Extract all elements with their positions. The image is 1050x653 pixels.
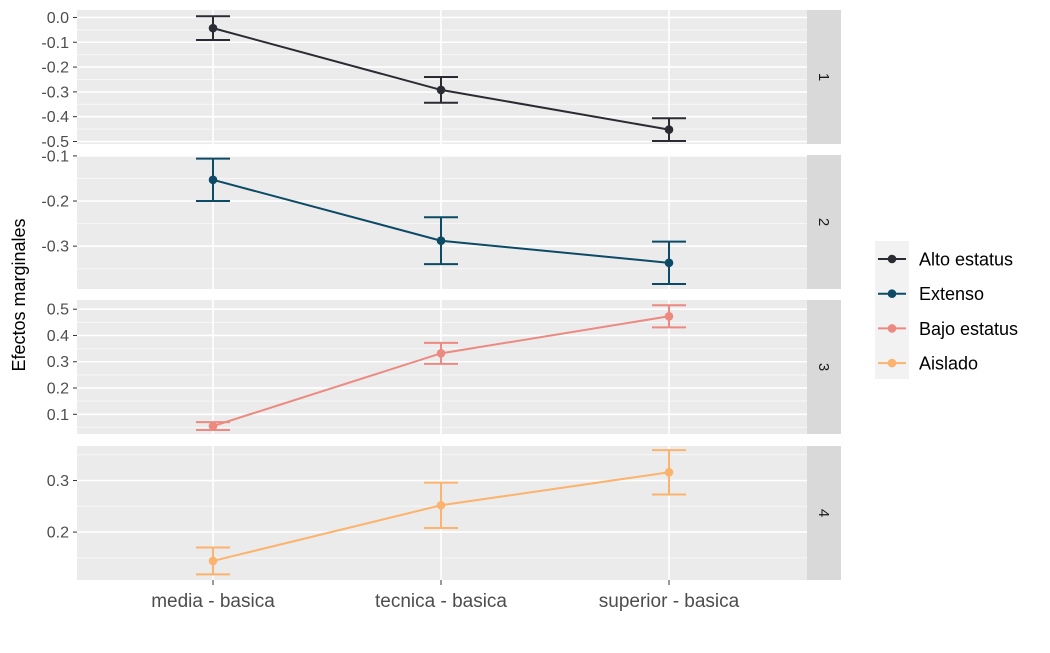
facet-panel-3: 0.1 0.2 0.3 0.4 0.5 3 [47, 300, 841, 434]
data-point [664, 311, 674, 321]
data-point [436, 500, 446, 510]
legend-entry-extenso: Extenso [878, 284, 984, 304]
data-point [664, 125, 674, 134]
legend-label: Aislado [919, 354, 978, 374]
facet-strip [807, 446, 841, 580]
legend-entry-bajo-estatus: Bajo estatus [878, 319, 1018, 339]
legend-key-point [887, 324, 897, 333]
facet-strip-label: 2 [815, 218, 832, 226]
y-tick-label: 0.2 [47, 525, 69, 542]
data-point [436, 236, 446, 246]
y-tick-label: 0.5 [47, 302, 69, 319]
y-tick-label: -0.2 [41, 60, 69, 77]
facet-strip [807, 10, 841, 144]
data-point [208, 421, 218, 431]
legend-label: Bajo estatus [919, 319, 1018, 339]
facet-strip-label: 4 [815, 509, 832, 517]
facet-strip-label: 3 [815, 363, 832, 371]
facet-strip-label: 1 [815, 73, 832, 81]
legend-label: Extenso [919, 284, 984, 304]
y-tick-label: 0.4 [47, 328, 69, 345]
y-tick-label: -0.4 [41, 109, 69, 126]
data-point [664, 467, 674, 477]
x-tick-label: tecnica - basica [375, 591, 507, 612]
data-point [208, 175, 218, 185]
y-tick-label: 0.3 [47, 473, 69, 490]
data-point [436, 349, 446, 358]
x-tick-label: media - basica [151, 591, 275, 612]
y-tick-label: -0.1 [41, 148, 69, 165]
data-point [208, 23, 218, 33]
y-tick-label: 0.1 [47, 407, 69, 424]
facet-panel-1: 0.0 -0.1 -0.2 -0.3 -0.4 -0.5 1 [41, 10, 841, 151]
y-axis-title: Efectos marginales [9, 218, 29, 371]
legend-key-background [875, 241, 909, 379]
y-tick-label: -0.3 [41, 84, 69, 101]
legend-entry-alto-estatus: Alto estatus [878, 250, 1013, 270]
facet-strip [807, 300, 841, 434]
y-tick-label: 0.0 [47, 10, 69, 27]
facet-panel-4: 0.2 0.3 4 [47, 446, 841, 580]
x-axis: media - basica tecnica - basica superior -… [151, 580, 740, 612]
legend-label: Alto estatus [919, 250, 1013, 270]
y-tick-label: -0.1 [41, 35, 69, 52]
y-tick-label: -0.2 [41, 194, 69, 211]
legend-key-point [887, 358, 897, 368]
y-tick-label: 0.2 [47, 381, 69, 398]
data-point [208, 556, 218, 566]
facet-strip [807, 155, 841, 289]
facet-panels: 0.0 -0.1 -0.2 -0.3 -0.4 -0.5 1 -0.1 -0.2 -0.3 2 0.1… [41, 10, 841, 580]
y-tick-label: -0.3 [41, 239, 69, 256]
facet-panel-2: -0.1 -0.2 -0.3 2 [41, 148, 841, 289]
legend-key-point [887, 254, 897, 264]
y-tick-label: -0.5 [41, 134, 69, 151]
data-point [436, 85, 446, 95]
legend-key-point [887, 289, 897, 299]
y-tick-label: 0.3 [47, 354, 69, 371]
legend: Alto estatus Extenso Bajo estatus Aislado [875, 241, 1018, 379]
data-point [664, 258, 674, 268]
legend-entry-aislado: Aislado [878, 354, 978, 374]
x-tick-label: superior - basica [599, 591, 740, 612]
